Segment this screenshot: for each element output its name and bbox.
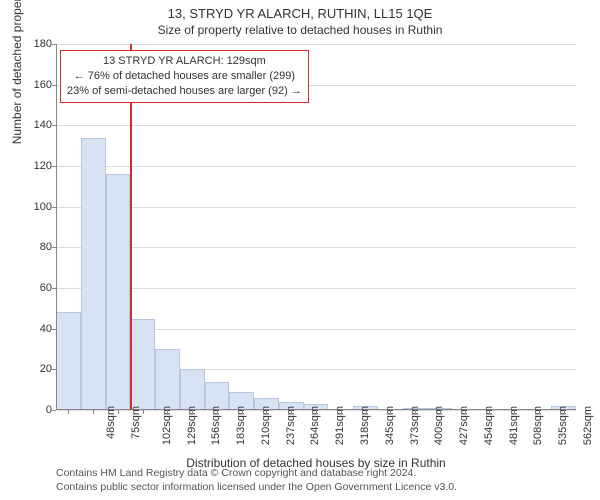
histogram-bar [56,312,81,410]
x-tick-mark [539,410,540,414]
y-tick-label: 40 [22,323,52,335]
y-tick-label: 100 [22,201,52,213]
x-tick-mark [440,410,441,414]
page-title: 13, STRYD YR ALARCH, RUTHIN, LL15 1QE [0,0,600,21]
x-tick-mark [564,410,565,414]
x-tick-mark [316,410,317,414]
footer-line-1: Contains HM Land Registry data © Crown c… [56,466,457,480]
x-tick-mark [390,410,391,414]
y-tick-label: 60 [22,282,52,294]
x-tick-mark [93,410,94,414]
x-tick-mark [143,410,144,414]
y-axis-line [56,44,57,410]
y-tick-label: 140 [22,119,52,131]
x-tick-mark [415,410,416,414]
x-tick-mark [68,410,69,414]
x-tick-mark [489,410,490,414]
histogram-bar [130,319,155,411]
x-tick-mark [341,410,342,414]
x-tick-mark [514,410,515,414]
x-tick-mark [291,410,292,414]
x-tick-mark [266,410,267,414]
annotation-line: 13 STRYD YR ALARCH: 129sqm [67,54,302,69]
annotation-line: ← 76% of detached houses are smaller (29… [67,69,302,84]
x-tick-label: 75sqm [130,406,142,439]
annotation-line: 23% of semi-detached houses are larger (… [67,84,302,99]
y-tick-label: 0 [22,404,52,416]
chart-plot-area: Number of detached properties 0204060801… [56,44,576,410]
y-tick-label: 20 [22,363,52,375]
x-tick-mark [465,410,466,414]
page-subtitle: Size of property relative to detached ho… [0,21,600,37]
footer-attribution: Contains HM Land Registry data © Crown c… [56,466,457,494]
x-tick-mark [217,410,218,414]
x-tick-mark [118,410,119,414]
histogram-bar [106,174,131,410]
histogram-bar [180,369,205,410]
x-tick-mark [242,410,243,414]
y-tick-label: 80 [22,241,52,253]
x-tick-label: 562sqm [582,406,594,445]
y-tick-label: 180 [22,38,52,50]
annotation-box: 13 STRYD YR ALARCH: 129sqm← 76% of detac… [60,50,309,103]
y-tick-mark [52,410,56,411]
footer-line-2: Contains public sector information licen… [56,480,457,494]
x-tick-mark [366,410,367,414]
x-tick-mark [167,410,168,414]
x-tick-mark [192,410,193,414]
y-tick-label: 120 [22,160,52,172]
x-tick-label: 48sqm [105,406,117,439]
y-tick-label: 160 [22,79,52,91]
histogram-bar [81,138,106,410]
histogram-bar [155,349,180,410]
